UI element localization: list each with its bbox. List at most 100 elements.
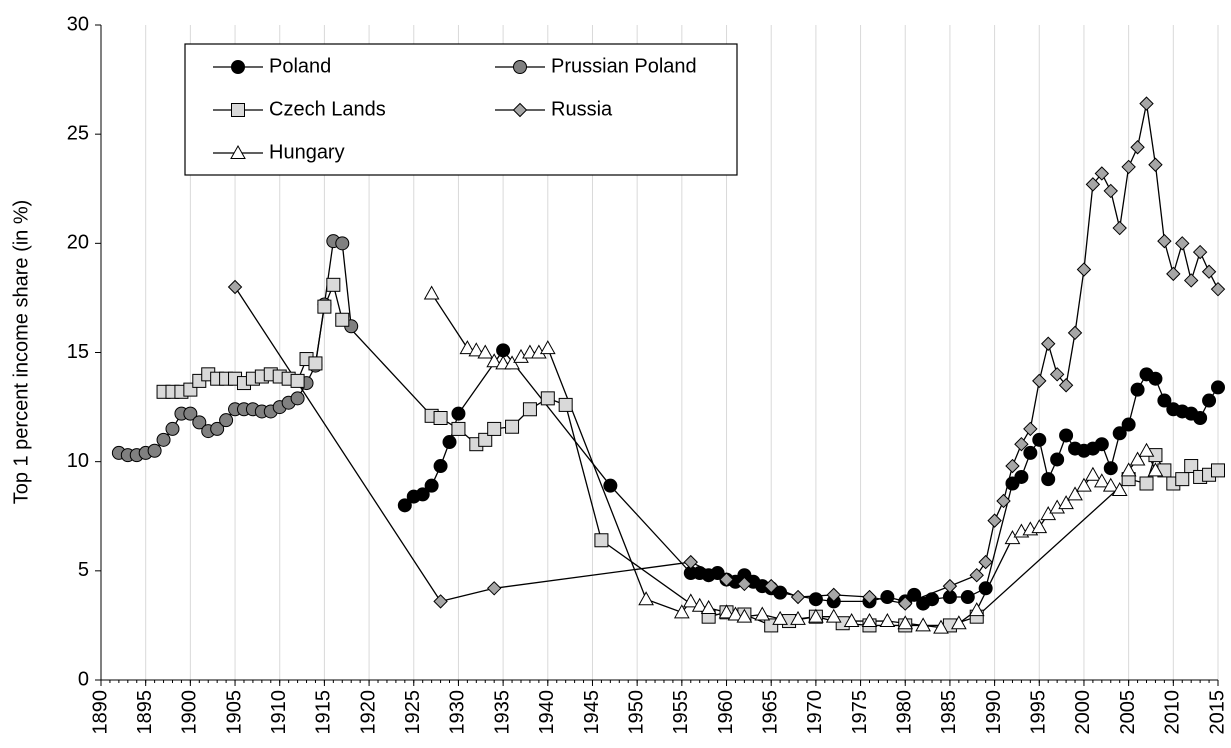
marker	[1050, 452, 1065, 467]
marker	[326, 277, 341, 292]
x-tick-label: 1905	[223, 690, 245, 735]
legend-label: Poland	[269, 55, 331, 77]
y-tick-label: 5	[78, 559, 89, 581]
marker	[558, 397, 573, 412]
marker	[496, 343, 511, 358]
marker	[219, 413, 234, 428]
marker	[290, 373, 305, 388]
marker	[539, 340, 556, 355]
marker	[862, 589, 877, 605]
y-tick-label: 25	[67, 122, 89, 144]
marker	[1201, 264, 1217, 279]
marker	[1094, 166, 1110, 181]
marker	[1175, 236, 1190, 251]
marker	[861, 613, 878, 628]
marker	[1067, 325, 1083, 341]
x-tick-label: 1935	[491, 690, 513, 735]
y-tick-label: 10	[67, 450, 89, 472]
marker	[487, 421, 502, 436]
marker	[433, 411, 448, 425]
marker	[718, 604, 735, 619]
marker	[165, 421, 180, 436]
marker	[942, 578, 958, 594]
marker	[719, 572, 734, 587]
marker	[1139, 476, 1154, 491]
marker	[540, 391, 555, 406]
marker	[1138, 442, 1155, 457]
marker	[1157, 233, 1172, 249]
x-tick-label: 1985	[938, 690, 960, 735]
marker	[907, 587, 922, 602]
marker	[424, 478, 439, 493]
x-tick-label: 2005	[1117, 690, 1139, 735]
marker	[1112, 426, 1127, 441]
marker	[192, 415, 207, 430]
marker	[772, 610, 788, 625]
marker	[231, 103, 245, 117]
marker	[763, 578, 779, 594]
marker	[1130, 382, 1145, 397]
x-tick-label: 1945	[581, 690, 603, 735]
marker	[433, 459, 448, 474]
marker	[808, 608, 824, 623]
marker	[1094, 437, 1109, 452]
marker	[433, 594, 448, 609]
marker	[754, 606, 771, 621]
x-tick-label: 1915	[313, 690, 335, 735]
marker	[1192, 244, 1208, 260]
marker	[1148, 157, 1163, 172]
marker	[773, 585, 788, 600]
marker	[317, 299, 332, 314]
marker	[790, 589, 806, 605]
marker	[1041, 472, 1056, 487]
x-tick-label: 1965	[759, 690, 781, 735]
marker	[1166, 266, 1181, 282]
marker	[897, 615, 914, 630]
marker	[1148, 371, 1163, 386]
marker	[1076, 262, 1092, 277]
legend-label: Hungary	[269, 141, 345, 163]
marker	[335, 236, 350, 251]
marker	[1059, 428, 1074, 443]
marker	[183, 406, 198, 421]
marker	[700, 599, 717, 614]
marker	[1111, 482, 1128, 497]
x-tick-label: 1955	[670, 690, 692, 735]
marker	[335, 312, 350, 327]
marker	[1120, 462, 1137, 477]
marker	[1067, 486, 1083, 501]
marker	[210, 421, 225, 436]
marker	[227, 279, 243, 295]
marker	[231, 60, 245, 74]
marker	[1058, 495, 1074, 510]
marker	[1193, 411, 1208, 425]
marker	[969, 567, 984, 583]
marker	[442, 435, 457, 450]
marker	[1129, 451, 1146, 466]
x-tick-label: 1990	[983, 690, 1005, 735]
marker	[808, 592, 823, 607]
marker	[397, 498, 412, 513]
x-tick-label: 1950	[625, 690, 647, 735]
marker	[594, 533, 609, 548]
marker	[673, 604, 690, 619]
marker	[825, 608, 842, 623]
x-tick-label: 1890	[89, 690, 111, 735]
marker	[843, 613, 860, 628]
marker	[1014, 469, 1029, 484]
x-tick-label: 1995	[1028, 690, 1050, 735]
x-tick-label: 1930	[447, 690, 469, 735]
marker	[1058, 378, 1074, 393]
marker	[1041, 336, 1056, 351]
marker	[1211, 380, 1225, 395]
x-tick-label: 1900	[179, 690, 201, 735]
marker	[230, 144, 246, 159]
marker	[915, 617, 931, 632]
legend-box	[184, 43, 738, 176]
marker	[290, 391, 305, 406]
marker	[415, 487, 430, 502]
marker	[1103, 461, 1118, 476]
marker	[451, 421, 466, 436]
x-tick-label: 2015	[1206, 690, 1228, 735]
